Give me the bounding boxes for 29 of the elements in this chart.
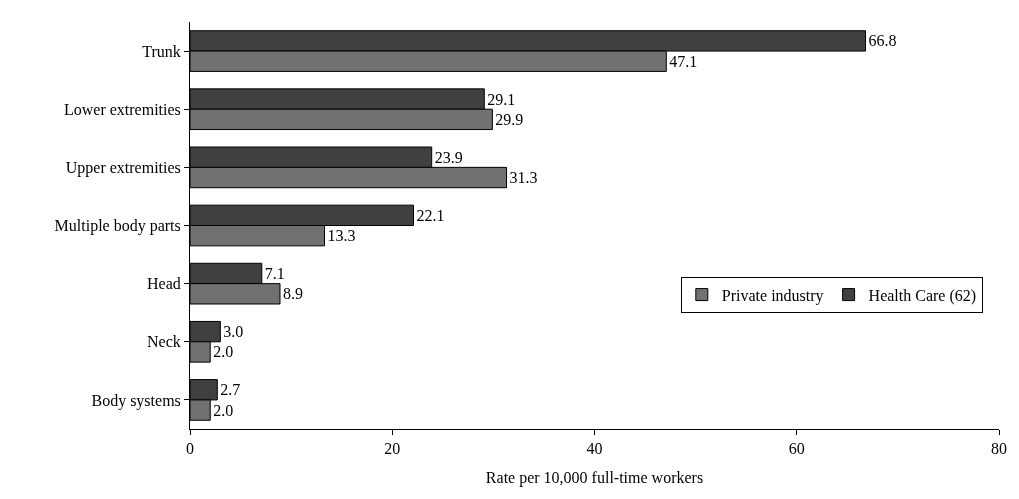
y-tick-label: Body systems [91,391,181,410]
data-label: 47.1 [669,52,698,70]
y-tick-label: Upper extremities [65,158,181,177]
data-label: 29.9 [495,110,524,128]
x-tick-label: 0 [186,440,194,458]
x-tick-label: 20 [384,440,401,458]
data-label: 22.1 [416,206,445,224]
data-label: 2.0 [213,343,234,361]
data-label: 31.3 [509,169,538,187]
legend-label: Health Care (62) [868,286,977,305]
data-label: 2.0 [213,401,234,419]
data-label: 2.7 [220,381,241,399]
data-label: 29.1 [487,90,516,108]
x-axis-title: Rate per 10,000 full-time workers [485,468,704,487]
x-tick-label: 80 [991,440,1007,458]
y-tick-label: Trunk [142,42,181,60]
data-label: 8.9 [283,285,303,303]
y-tick-label: Multiple body parts [54,217,181,236]
y-tick-label: Neck [147,333,181,351]
x-tick-label: 40 [586,440,603,458]
y-tick-label: Lower extremities [63,100,181,118]
data-label: 7.1 [264,264,285,282]
x-tick-label: 60 [788,440,805,458]
data-label: 13.3 [327,227,356,245]
legend-label: Private industry [721,286,824,305]
data-label: 3.0 [223,323,244,341]
y-tick-label: Head [147,275,181,293]
data-label: 23.9 [434,148,463,166]
data-label: 66.8 [868,32,897,50]
